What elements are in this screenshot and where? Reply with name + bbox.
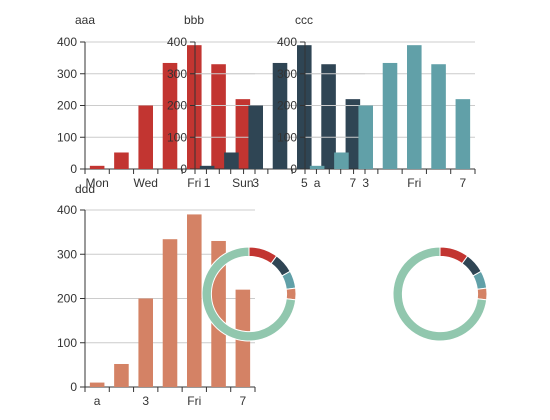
x-tick-label: 1 xyxy=(204,176,211,190)
donut-slice-5 xyxy=(392,246,488,342)
bar-4 xyxy=(272,62,288,169)
x-tick-label: 3 xyxy=(362,176,369,190)
x-tick-label: Fri xyxy=(407,176,421,190)
bar-Sun xyxy=(235,99,251,169)
x-tick-label: 5 xyxy=(301,176,308,190)
bar-Sat xyxy=(211,64,226,169)
bar-Fri xyxy=(187,45,202,169)
bar-Mon xyxy=(89,165,105,169)
y-tick-label: 200 xyxy=(277,99,297,113)
chart-3: ccc 0 100 200 300 400 a 3 Fri 7 xyxy=(277,13,476,190)
chart-title: ddd xyxy=(75,182,95,196)
x-tick-label: Fri xyxy=(187,176,201,190)
y-tick-label: 300 xyxy=(167,67,187,81)
bar-Wed xyxy=(138,105,153,169)
chart-5 xyxy=(201,246,297,342)
y-tick-label: 200 xyxy=(57,292,77,306)
x-tick-label: a xyxy=(94,394,101,408)
bar-Fri xyxy=(407,45,422,169)
y-tick-label: 400 xyxy=(167,35,187,49)
x-tick-label: Wed xyxy=(133,176,157,190)
donut-slice-4 xyxy=(285,287,297,301)
x-tick-label: 3 xyxy=(142,394,149,408)
bar-b xyxy=(334,152,349,169)
x-tick-label: 7 xyxy=(460,176,467,190)
x-tick-label: Mon xyxy=(85,176,108,190)
chart-2: bbb 0 100 200 300 400 1 3 5 7 xyxy=(167,13,366,190)
bar-2 xyxy=(224,152,239,169)
bar-b xyxy=(114,363,129,387)
y-tick-label: 300 xyxy=(57,67,77,81)
chart-title: aaa xyxy=(75,13,95,27)
y-tick-label: 100 xyxy=(57,336,77,350)
x-tick-label: Fri xyxy=(187,394,201,408)
y-tick-label: 0 xyxy=(70,380,77,394)
y-tick-label: 400 xyxy=(57,203,77,217)
bar-6 xyxy=(321,64,336,169)
y-tick-label: 0 xyxy=(290,162,297,176)
bar-1 xyxy=(199,165,215,169)
y-tick-label: 400 xyxy=(277,35,297,49)
bar-3 xyxy=(358,105,373,169)
bar-d xyxy=(162,239,178,387)
x-tick-label: 7 xyxy=(350,176,357,190)
y-tick-label: 300 xyxy=(57,247,77,261)
bar-a xyxy=(89,382,105,387)
bar-7 xyxy=(455,99,471,169)
chart-title: bbb xyxy=(184,13,204,27)
y-tick-label: 400 xyxy=(57,35,77,49)
bar-Thu xyxy=(162,62,178,169)
donut-slice-4 xyxy=(476,287,488,301)
bar-Tue xyxy=(114,152,129,169)
y-tick-label: 100 xyxy=(167,130,187,144)
y-tick-label: 100 xyxy=(277,130,297,144)
y-tick-label: 300 xyxy=(277,67,297,81)
y-tick-label: 0 xyxy=(70,162,77,176)
y-tick-label: 0 xyxy=(180,162,187,176)
bar-3 xyxy=(248,105,263,169)
y-tick-label: 200 xyxy=(57,99,77,113)
chart-6 xyxy=(392,246,488,342)
bar-5 xyxy=(297,45,312,169)
bar-d xyxy=(382,62,398,169)
x-tick-label: Sun xyxy=(232,176,253,190)
bar-a xyxy=(309,165,325,169)
chart-title: ccc xyxy=(295,13,313,27)
chart-4: ddd 0 100 200 300 400 a 3 Fri 7 xyxy=(57,182,256,408)
bar-Fri xyxy=(187,214,202,387)
x-tick-label: 3 xyxy=(252,176,259,190)
bar-7 xyxy=(345,99,361,169)
donut-slice-5 xyxy=(201,246,297,342)
y-tick-label: 100 xyxy=(57,130,77,144)
x-tick-label: 7 xyxy=(240,394,247,408)
bar-f xyxy=(431,64,446,169)
bar-3 xyxy=(138,298,153,387)
x-tick-label: a xyxy=(314,176,321,190)
y-tick-label: 200 xyxy=(167,99,187,113)
